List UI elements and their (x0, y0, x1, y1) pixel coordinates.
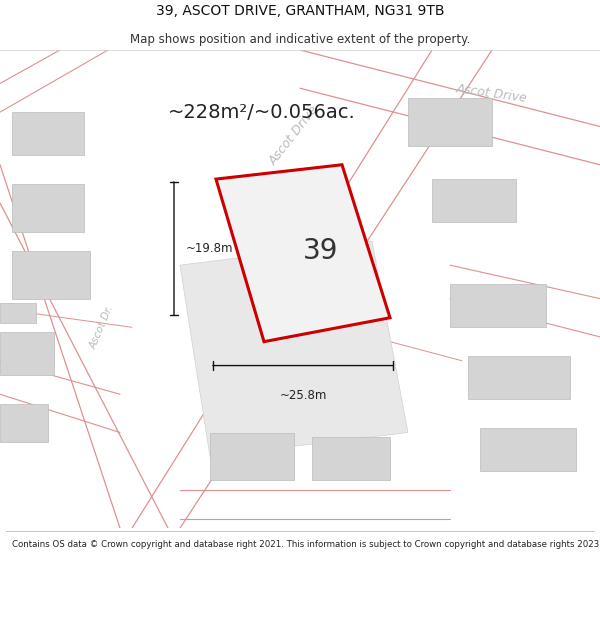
Text: Contains OS data © Crown copyright and database right 2021. This information is : Contains OS data © Crown copyright and d… (12, 540, 600, 549)
Text: 39: 39 (303, 237, 339, 265)
Bar (0, 332, 54, 375)
Bar (450, 284, 546, 328)
Bar (0, 404, 48, 442)
Polygon shape (180, 241, 408, 456)
Bar (12, 112, 84, 155)
Bar (12, 251, 90, 299)
Bar (312, 438, 390, 480)
Bar (408, 98, 492, 146)
Text: Ascot Drive: Ascot Drive (455, 82, 529, 104)
Bar (12, 184, 84, 232)
Bar (432, 179, 516, 222)
Bar (210, 432, 294, 480)
Bar (468, 356, 570, 399)
Text: 39, ASCOT DRIVE, GRANTHAM, NG31 9TB: 39, ASCOT DRIVE, GRANTHAM, NG31 9TB (156, 4, 444, 18)
Bar (0, 303, 36, 322)
Text: Map shows position and indicative extent of the property.: Map shows position and indicative extent… (130, 32, 470, 46)
Text: Ascot Drive: Ascot Drive (267, 104, 321, 168)
Text: ~19.8m: ~19.8m (186, 242, 233, 255)
Polygon shape (216, 165, 390, 342)
Text: ~228m²/~0.056ac.: ~228m²/~0.056ac. (168, 102, 356, 122)
Text: Ascot Dr.: Ascot Dr. (88, 304, 116, 351)
Text: ~25.8m: ~25.8m (280, 389, 326, 402)
Bar (480, 428, 576, 471)
